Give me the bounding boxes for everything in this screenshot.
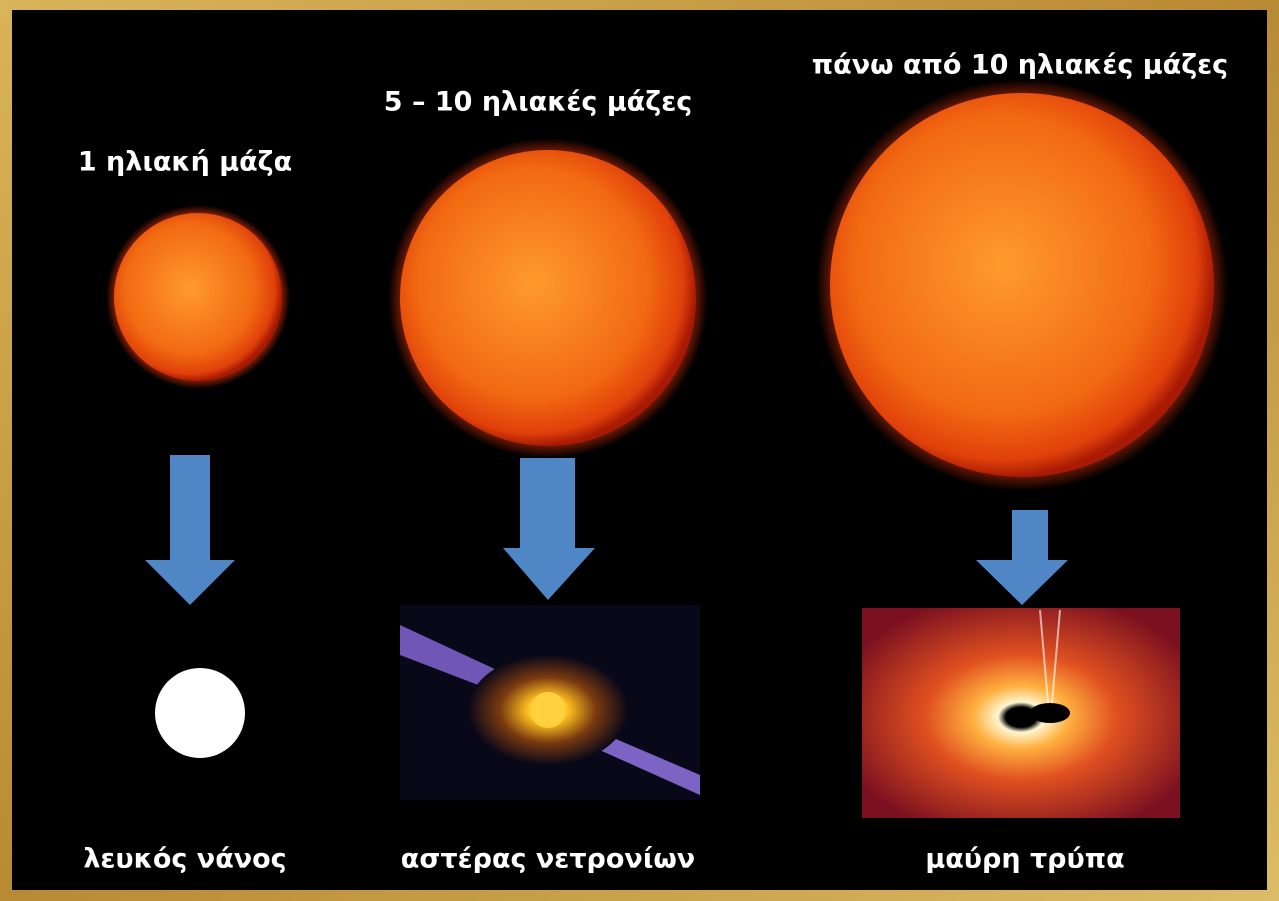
mass-label: 5 – 10 ηλιακές μάζες <box>384 87 692 118</box>
mass-label: 1 ηλιακή μάζα <box>78 147 292 178</box>
mass-label: πάνω από 10 ηλιακές μάζες <box>812 50 1228 81</box>
white-dwarf <box>155 668 245 758</box>
sun-medium <box>400 150 696 446</box>
slide: 1 ηλιακή μάζα 5 – 10 ηλιακές μάζες πάνω … <box>0 0 1279 901</box>
sun-small <box>114 213 282 381</box>
outcome-label: μαύρη τρύπα <box>925 844 1124 875</box>
sun-large <box>830 93 1214 477</box>
neutron-star-image <box>400 605 700 800</box>
outcome-label: αστέρας νετρονίων <box>401 844 695 875</box>
black-hole-image <box>862 608 1180 818</box>
outcome-label: λευκός νάνος <box>83 844 286 875</box>
